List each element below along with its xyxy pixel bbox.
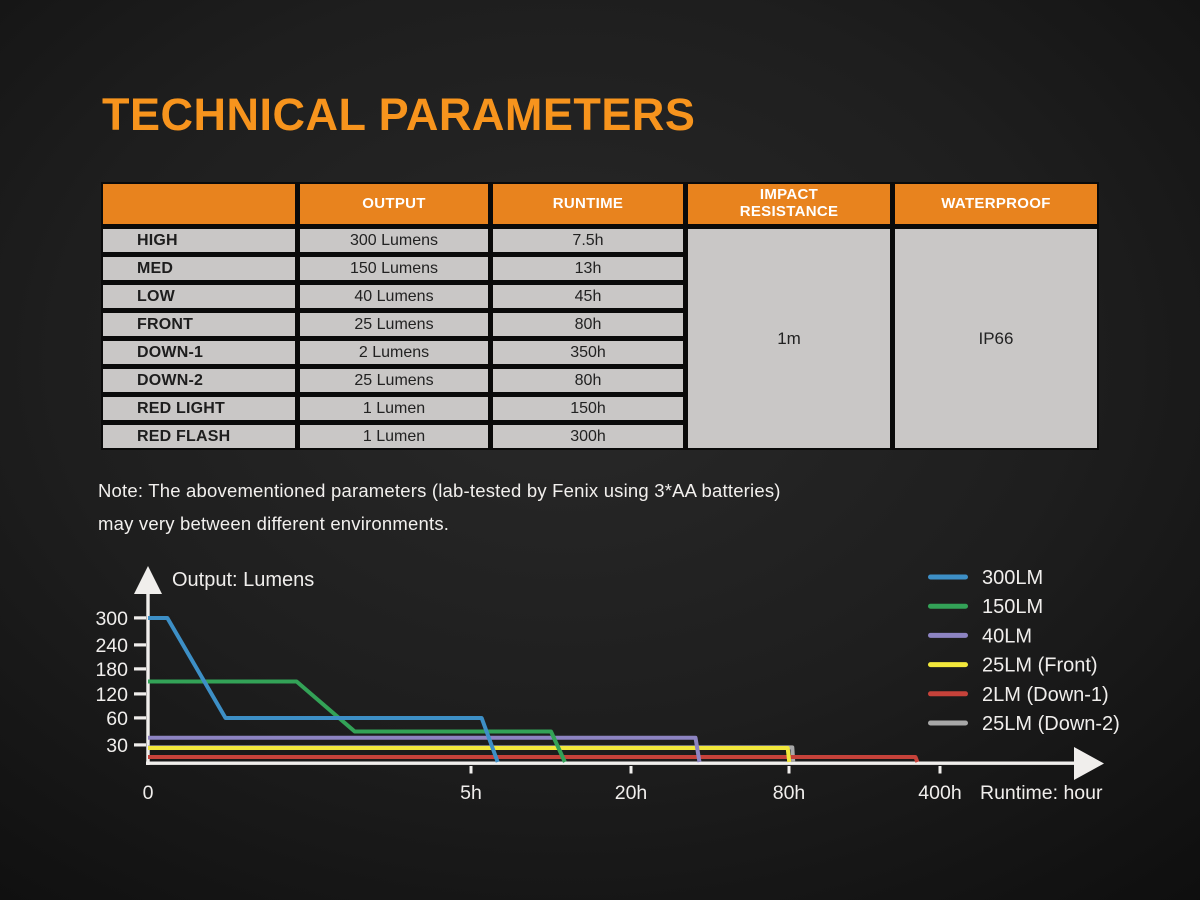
row-label-cell: HIGH <box>103 229 295 252</box>
runtime-cell: 150h <box>493 397 683 420</box>
output-cell: 150 Lumens <box>300 257 488 280</box>
output-cell: 1 Lumen <box>300 397 488 420</box>
legend-label-25LM (Front): 25LM (Front) <box>982 655 1098 677</box>
y-tick-240 <box>134 643 146 647</box>
y-axis-arrow-icon <box>134 566 162 594</box>
legend-swatch-25LM (Down-2) <box>928 720 968 726</box>
y-tick-label-180: 180 <box>95 659 128 681</box>
output-cell: 1 Lumen <box>300 425 488 448</box>
legend-swatch-150LM <box>928 603 968 609</box>
row-label-cell: RED FLASH <box>103 425 295 448</box>
legend-label-150LM: 150LM <box>982 596 1043 618</box>
x-tick-label-20h: 20h <box>615 782 648 804</box>
legend-swatch-300LM <box>928 574 968 580</box>
waterproof-cell: IP66 <box>895 229 1097 448</box>
legend-swatch-25LM (Front) <box>928 662 968 668</box>
note-line-2: may very between different environments. <box>98 513 450 534</box>
table-header-cell: OUTPUT <box>300 184 488 224</box>
output-cell: 300 Lumens <box>300 229 488 252</box>
runtime-cell: 80h <box>493 369 683 392</box>
output-cell: 25 Lumens <box>300 313 488 336</box>
output-cell: 2 Lumens <box>300 341 488 364</box>
output-cell: 25 Lumens <box>300 369 488 392</box>
legend-swatch-2LM (Down-1) <box>928 691 968 697</box>
series-line-25LM (Front) <box>148 746 792 763</box>
table-header-cell <box>103 184 295 224</box>
legend-swatch-40LM <box>928 632 968 638</box>
table-header-cell: RUNTIME <box>493 184 683 224</box>
chart-title: Output: Lumens <box>172 569 314 591</box>
series-line-300LM <box>148 616 500 763</box>
y-axis-line <box>146 590 150 765</box>
x-tick-80h <box>787 766 791 774</box>
x-tick-20h <box>629 766 633 774</box>
impact-resistance-cell: 1m <box>688 229 890 448</box>
legend-label-25LM (Down-2): 25LM (Down-2) <box>982 713 1120 735</box>
legend-label-300LM: 300LM <box>982 567 1043 589</box>
runtime-cell: 7.5h <box>493 229 683 252</box>
note-line-1: Note: The abovementioned parameters (lab… <box>98 480 781 501</box>
row-label-cell: RED LIGHT <box>103 397 295 420</box>
row-label-cell: MED <box>103 257 295 280</box>
y-tick-label-300: 300 <box>95 608 128 630</box>
y-tick-180 <box>134 667 146 671</box>
runtime-cell: 300h <box>493 425 683 448</box>
runtime-cell: 350h <box>493 341 683 364</box>
x-tick-5h <box>469 766 473 774</box>
x-axis-label: Runtime: hour <box>980 782 1103 804</box>
y-tick-label-60: 60 <box>106 708 128 730</box>
row-label-cell: DOWN-1 <box>103 341 295 364</box>
x-tick-label-400h: 400h <box>918 782 961 804</box>
x-tick-400h <box>938 766 942 774</box>
x-tick-label-5h: 5h <box>460 782 482 804</box>
runtime-cell: 80h <box>493 313 683 336</box>
x-axis-arrow-icon <box>1074 747 1104 780</box>
table-header-cell: WATERPROOF <box>895 184 1097 224</box>
y-tick-label-120: 120 <box>95 684 128 706</box>
legend-label-40LM: 40LM <box>982 625 1032 647</box>
x-tick-label-80h: 80h <box>773 782 806 804</box>
series-line-150LM <box>148 679 567 763</box>
row-label-cell: DOWN-2 <box>103 369 295 392</box>
runtime-cell: 13h <box>493 257 683 280</box>
y-tick-60 <box>134 716 146 720</box>
y-tick-label-240: 240 <box>95 635 128 657</box>
legend-label-2LM (Down-1): 2LM (Down-1) <box>982 684 1109 706</box>
series-line-2LM (Down-1) <box>148 755 920 763</box>
y-tick-120 <box>134 692 146 696</box>
series-line-40LM <box>148 735 702 763</box>
x-tick-label-0: 0 <box>143 782 154 804</box>
parameters-table: OUTPUT RUNTIME IMPACT RESISTANCE WATERPROOF… <box>101 182 1099 450</box>
output-cell: 40 Lumens <box>300 285 488 308</box>
table-header-cell: IMPACT RESISTANCE <box>688 184 890 224</box>
runtime-cell: 45h <box>493 285 683 308</box>
y-tick-300 <box>134 616 146 620</box>
row-label-cell: FRONT <box>103 313 295 336</box>
page-title: TECHNICAL PARAMETERS <box>102 89 696 140</box>
y-tick-30 <box>134 743 146 747</box>
row-label-cell: LOW <box>103 285 295 308</box>
y-tick-label-30: 30 <box>106 735 128 757</box>
x-axis-line <box>146 761 1076 765</box>
note-text: Note: The abovementioned parameters (lab… <box>98 474 781 540</box>
